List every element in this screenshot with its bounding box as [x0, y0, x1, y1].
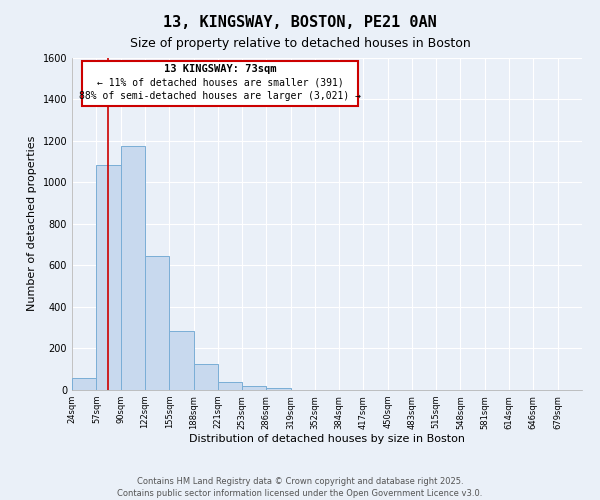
X-axis label: Distribution of detached houses by size in Boston: Distribution of detached houses by size …	[189, 434, 465, 444]
Text: 13, KINGSWAY, BOSTON, PE21 0AN: 13, KINGSWAY, BOSTON, PE21 0AN	[163, 15, 437, 30]
Text: Size of property relative to detached houses in Boston: Size of property relative to detached ho…	[130, 38, 470, 51]
Bar	[218, 382, 242, 390]
Text: Contains HM Land Registry data © Crown copyright and database right 2025.
Contai: Contains HM Land Registry data © Crown c…	[118, 476, 482, 498]
Bar	[72, 378, 97, 390]
Bar	[242, 386, 266, 390]
Bar	[121, 146, 145, 390]
Bar	[169, 331, 194, 390]
FancyBboxPatch shape	[82, 61, 358, 106]
Bar	[266, 388, 290, 390]
Text: ← 11% of detached houses are smaller (391): ← 11% of detached houses are smaller (39…	[97, 78, 343, 88]
Bar	[145, 256, 169, 390]
Text: 13 KINGSWAY: 73sqm: 13 KINGSWAY: 73sqm	[164, 64, 276, 74]
Y-axis label: Number of detached properties: Number of detached properties	[27, 136, 37, 312]
Text: 88% of semi-detached houses are larger (3,021) →: 88% of semi-detached houses are larger (…	[79, 91, 361, 101]
Bar	[194, 364, 218, 390]
Bar	[97, 164, 121, 390]
